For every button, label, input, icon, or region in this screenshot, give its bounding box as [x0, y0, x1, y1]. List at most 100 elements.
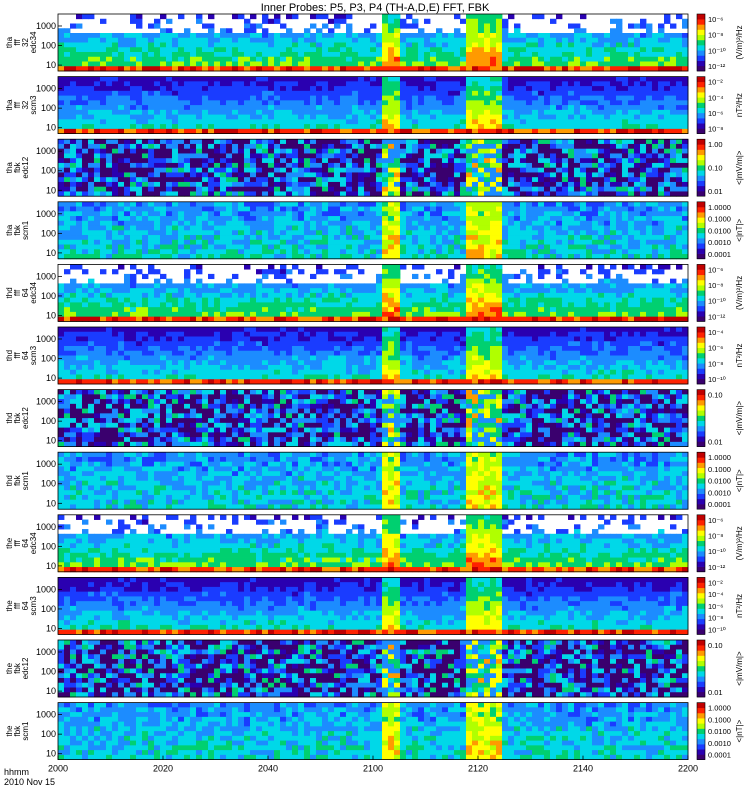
- heatmap-cell: [346, 143, 353, 150]
- heatmap-cell: [352, 167, 359, 173]
- heatmap-cell: [250, 114, 257, 120]
- heatmap-cell: [490, 201, 497, 207]
- heatmap-cell: [472, 86, 479, 92]
- heatmap-cell: [676, 56, 683, 62]
- heatmap-cell: [226, 95, 233, 101]
- heatmap-cell: [352, 177, 359, 183]
- heatmap-cell: [94, 181, 101, 188]
- heatmap-cell: [634, 206, 641, 212]
- heatmap-cell: [274, 33, 281, 39]
- heatmap-cell: [490, 206, 497, 212]
- heatmap-cell: [220, 33, 227, 39]
- heatmap-cell: [166, 181, 173, 188]
- heatmap-cell: [436, 33, 443, 39]
- heatmap-cell: [400, 230, 407, 236]
- heatmap-cell: [370, 158, 377, 164]
- heatmap-cell: [94, 235, 101, 241]
- heatmap-cell: [394, 206, 401, 212]
- heatmap-cell: [412, 249, 419, 255]
- heatmap-cell: [82, 230, 89, 236]
- heatmap-cell: [364, 239, 371, 245]
- heatmap-cell: [244, 153, 251, 159]
- heatmap-cell: [532, 254, 539, 260]
- heatmap-cell: [676, 86, 683, 92]
- heatmap-cell: [598, 66, 605, 72]
- heatmap-cell: [76, 158, 83, 164]
- heatmap-cell: [424, 33, 431, 39]
- heatmap-cell: [304, 201, 311, 207]
- heatmap-cell: [586, 114, 593, 120]
- heatmap-cell: [508, 124, 515, 130]
- heatmap-cell: [430, 201, 437, 207]
- heatmap-cell: [256, 95, 263, 101]
- heatmap-cell: [346, 56, 353, 62]
- heatmap-cell: [298, 114, 305, 120]
- heatmap-cell: [586, 139, 593, 145]
- heatmap-cell: [676, 249, 683, 255]
- heatmap-cell: [550, 76, 557, 82]
- heatmap-cell: [106, 90, 113, 96]
- heatmap-cell: [580, 42, 587, 48]
- heatmap-cell: [124, 211, 131, 217]
- heatmap-cell: [394, 128, 401, 134]
- heatmap-cell: [184, 201, 191, 207]
- heatmap-cell: [466, 158, 473, 164]
- heatmap-cell: [496, 216, 503, 222]
- heatmap-cell: [106, 254, 113, 260]
- heatmap-cell: [430, 158, 437, 164]
- heatmap-cell: [592, 143, 599, 150]
- heatmap-cell: [604, 249, 611, 255]
- heatmap-cell: [118, 220, 125, 226]
- heatmap-cell: [442, 211, 449, 217]
- heatmap-cell: [286, 139, 293, 145]
- heatmap-cell: [556, 52, 563, 58]
- heatmap-cell: [328, 235, 335, 241]
- heatmap-cell: [388, 76, 395, 82]
- heatmap-cell: [412, 191, 419, 197]
- heatmap-cell: [538, 139, 545, 145]
- heatmap-cell: [406, 128, 413, 134]
- heatmap-cell: [310, 56, 317, 62]
- heatmap-cell: [592, 191, 599, 197]
- heatmap-cell: [88, 181, 95, 188]
- heatmap-cell: [670, 211, 677, 217]
- heatmap-cell: [562, 162, 569, 169]
- heatmap-cell: [184, 76, 191, 82]
- heatmap-cell: [664, 167, 671, 173]
- heatmap-cell: [214, 52, 221, 58]
- colorbar-segment: [697, 112, 705, 119]
- heatmap-cell: [442, 37, 449, 43]
- heatmap-cell: [370, 211, 377, 217]
- heatmap-cell: [412, 37, 419, 43]
- heatmap-cell: [250, 244, 257, 250]
- heatmap-cell: [460, 191, 467, 197]
- heatmap-cell: [622, 33, 629, 39]
- heatmap-cell: [196, 249, 203, 255]
- heatmap-cell: [454, 167, 461, 173]
- heatmap-cell: [184, 66, 191, 72]
- heatmap-cell: [64, 235, 71, 241]
- heatmap-cell: [94, 100, 101, 106]
- heatmap-cell: [334, 162, 341, 169]
- heatmap-cell: [544, 148, 551, 154]
- heatmap-cell: [154, 235, 161, 241]
- heatmap-cell: [658, 109, 665, 115]
- heatmap-cell: [94, 52, 101, 58]
- heatmap-cell: [388, 86, 395, 92]
- colorbar-tick-label: 10⁻⁶: [708, 15, 723, 24]
- heatmap-cell: [220, 61, 227, 67]
- heatmap-cell: [484, 239, 491, 245]
- heatmap-cell: [550, 47, 557, 53]
- heatmap-cell: [550, 86, 557, 92]
- heatmap-cell: [226, 81, 233, 87]
- heatmap-cell: [340, 249, 347, 255]
- heatmap-cell: [478, 66, 485, 72]
- heatmap-cell: [610, 143, 617, 150]
- heatmap-cell: [580, 181, 587, 188]
- heatmap-cell: [292, 90, 299, 96]
- heatmap-cell: [184, 177, 191, 183]
- heatmap-cell: [484, 124, 491, 130]
- heatmap-cell: [136, 177, 143, 183]
- heatmap-cell: [358, 90, 365, 96]
- heatmap-cell: [484, 158, 491, 164]
